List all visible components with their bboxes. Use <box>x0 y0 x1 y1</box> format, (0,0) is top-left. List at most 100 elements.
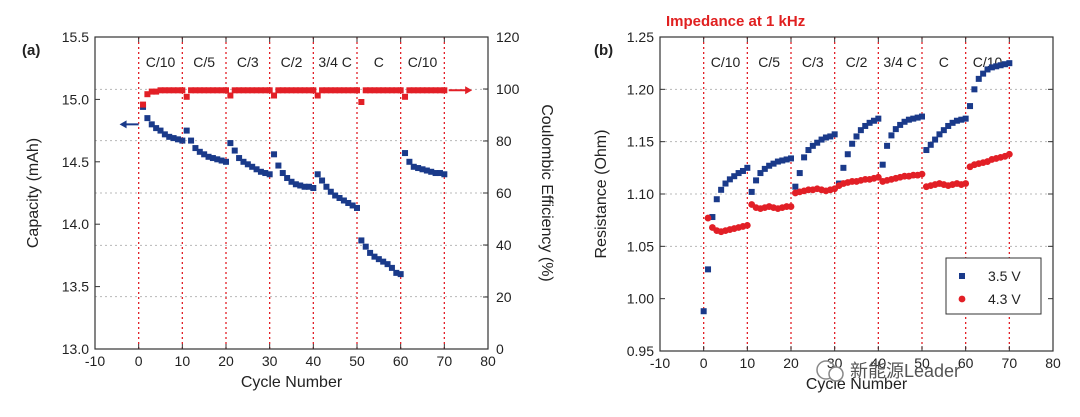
efficiency-point <box>397 87 404 94</box>
capacity-point <box>266 171 273 178</box>
efficiency-point <box>340 87 347 94</box>
efficiency-point <box>415 87 422 94</box>
capacity-point <box>209 155 216 162</box>
region-label: C <box>374 54 384 70</box>
efficiency-point <box>166 87 173 94</box>
capacity-point <box>231 147 238 154</box>
efficiency-point <box>354 87 360 94</box>
resistance-3.5v-point <box>988 64 995 71</box>
resistance-3.5v-point <box>713 196 720 203</box>
resistance-3.5v-point <box>936 131 943 138</box>
capacity-point <box>288 178 295 185</box>
x-tick-label: 20 <box>218 353 234 369</box>
resistance-3.5v-point <box>1001 61 1008 68</box>
y2-tick-label: 120 <box>496 29 520 45</box>
efficiency-point <box>157 87 164 94</box>
resistance-3.5v-point <box>805 147 812 154</box>
y-tick-label: 13.5 <box>62 279 89 295</box>
efficiency-point <box>358 99 365 105</box>
capacity-point <box>188 137 195 144</box>
resistance-3.5v-point <box>984 66 991 73</box>
resistance-4.3v-point <box>787 203 795 210</box>
legend-marker-3.5v <box>959 273 965 279</box>
capacity-point <box>354 204 360 211</box>
y-tick-label: 1.00 <box>627 291 654 307</box>
efficiency-point <box>367 87 374 94</box>
capacity-point <box>262 170 269 177</box>
capacity-point <box>257 168 264 175</box>
y2-tick-label: 80 <box>496 133 512 149</box>
capacity-point <box>170 135 177 142</box>
capacity-point <box>297 182 304 189</box>
capacity-point <box>349 202 356 209</box>
resistance-3.5v-point <box>866 119 873 126</box>
resistance-3.5v-point <box>731 173 738 180</box>
capacity-point <box>201 151 208 158</box>
y-tick-label: 14.5 <box>62 154 89 170</box>
capacity-point <box>384 261 391 268</box>
capacity-point <box>192 145 199 152</box>
resistance-3.5v-point <box>718 186 725 193</box>
chart-title: Impedance at 1 kHz <box>666 13 805 30</box>
region-label: C <box>939 54 949 70</box>
efficiency-point <box>279 87 286 94</box>
efficiency-point <box>244 87 251 94</box>
y-axis-label: Resistance (Ohm) <box>593 130 610 259</box>
capacity-point <box>371 253 378 260</box>
capacity-point <box>332 192 339 199</box>
resistance-3.5v-point <box>748 188 755 195</box>
efficiency-point <box>140 101 147 108</box>
capacity-point <box>367 249 374 256</box>
y2-tick-label: 60 <box>496 185 512 201</box>
capacity-point <box>336 194 343 201</box>
capacity-point <box>327 188 334 195</box>
resistance-3.5v-point <box>980 70 987 77</box>
capacity-point <box>236 155 243 162</box>
resistance-3.5v-point <box>774 158 781 165</box>
capacity-point <box>340 197 347 204</box>
efficiency-point <box>428 87 435 94</box>
capacity-point <box>380 258 387 265</box>
resistance-3.5v-point <box>757 170 764 177</box>
resistance-3.5v-point <box>879 161 886 168</box>
panel-b-chart: C/10 C/5 C/3 C/2 3/4 C C C/10-10 0 10 20 30 40 50 60 7… <box>593 13 1061 393</box>
region-label: 3/4 C <box>883 54 916 70</box>
region-label: C/2 <box>846 54 868 70</box>
resistance-3.5v-point <box>818 136 825 143</box>
resistance-3.5v-point <box>822 134 829 141</box>
capacity-point <box>402 150 409 157</box>
legend-label-3.5v: 3.5 V <box>988 268 1021 284</box>
y-tick-label: 1.10 <box>627 186 654 202</box>
efficiency-point <box>310 87 317 94</box>
resistance-3.5v-point <box>761 165 768 172</box>
resistance-3.5v-point <box>953 117 960 124</box>
y-tick-label: 1.15 <box>627 134 654 150</box>
efficiency-point <box>161 87 168 94</box>
resistance-3.5v-point <box>753 177 760 184</box>
efficiency-point <box>205 87 212 94</box>
efficiency-point <box>153 88 160 95</box>
capacity-point <box>148 121 155 128</box>
efficiency-point <box>332 87 339 94</box>
efficiency-point <box>188 87 195 94</box>
capacity-point <box>358 237 365 244</box>
capacity-point <box>271 151 278 158</box>
efficiency-point <box>266 87 273 94</box>
resistance-3.5v-point <box>993 63 1000 70</box>
capacity-point <box>397 271 404 278</box>
resistance-3.5v-point <box>840 164 847 171</box>
resistance-3.5v-point <box>958 116 965 123</box>
resistance-3.5v-point <box>892 126 899 133</box>
efficiency-point <box>301 87 308 94</box>
resistance-3.5v-point <box>709 214 716 221</box>
x-tick-label: 70 <box>1002 355 1018 371</box>
y2-tick-label: 40 <box>496 237 512 253</box>
efficiency-point <box>144 91 151 98</box>
resistance-3.5v-point <box>788 155 794 162</box>
efficiency-point <box>148 88 155 95</box>
y2-tick-label: 20 <box>496 289 512 305</box>
y-tick-label: 1.25 <box>627 29 654 45</box>
resistance-3.5v-point <box>932 136 939 143</box>
resistance-3.5v-point <box>967 103 974 110</box>
